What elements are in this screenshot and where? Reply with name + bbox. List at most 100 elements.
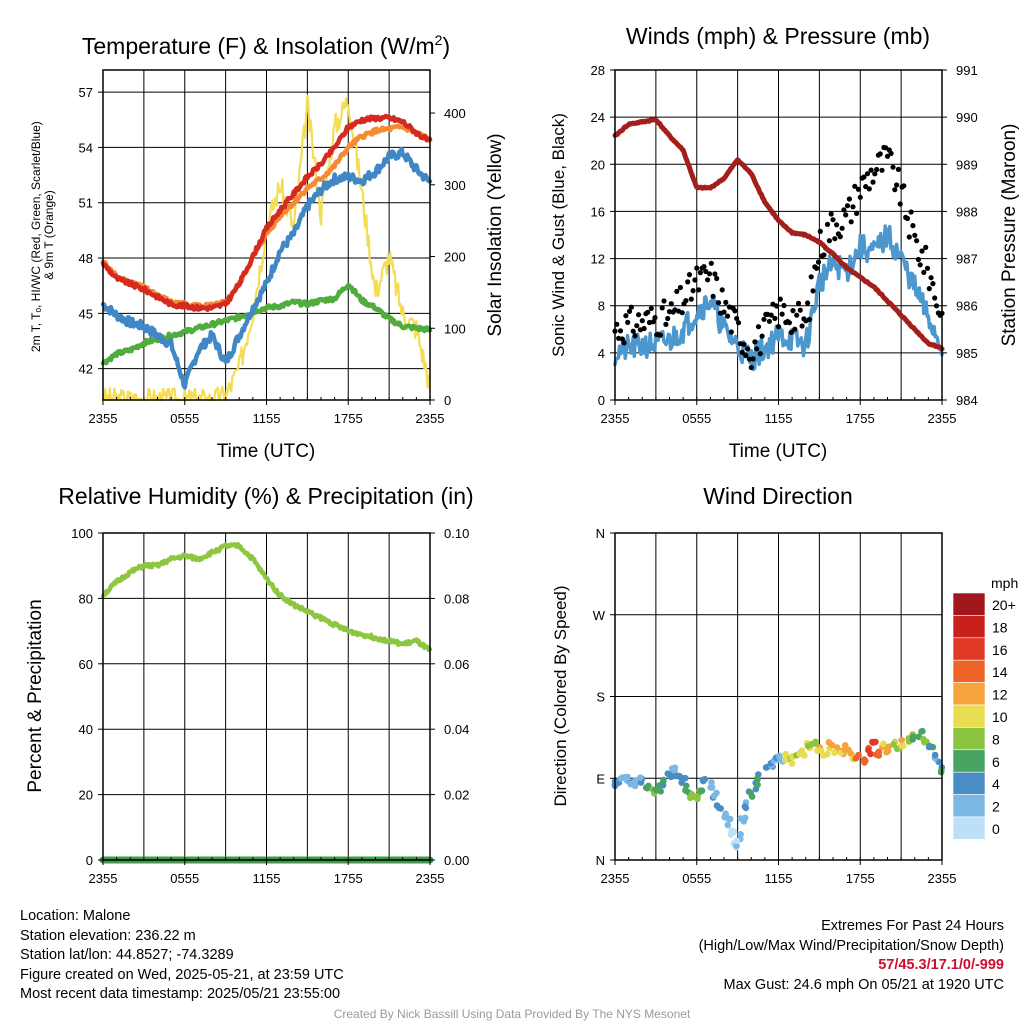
series-point-gust: [745, 346, 751, 352]
direction-panel: Wind Direction 2355 0555 1155 1755 2355 N E S W N…: [551, 483, 956, 886]
x-tick-label: 2355: [928, 411, 957, 426]
y-tick-label-right: 0.00: [444, 853, 469, 868]
y-tick-label-left: 0: [86, 853, 93, 868]
series-point-gust: [652, 315, 658, 321]
series-point-gust: [677, 284, 684, 291]
series-point-gust: [761, 316, 767, 322]
series-point-gust: [794, 312, 800, 318]
series-point-gust: [679, 310, 685, 316]
series-point-gust: [623, 313, 629, 319]
series-line-rh: [100, 541, 433, 653]
series-point-gust: [917, 262, 923, 268]
direction-point: [847, 750, 854, 757]
extremes-values: 57/45.3/17.1/0/-999: [878, 957, 1004, 974]
series-point-gust: [821, 252, 827, 258]
direction-point: [937, 768, 945, 776]
series-point-gust: [619, 336, 625, 342]
direction-point: [782, 750, 789, 758]
x-tick-label: 2355: [601, 411, 630, 426]
temperature-title: Temperature (F) & Insolation (W/m2): [82, 32, 450, 59]
series-point-gust: [641, 325, 647, 332]
legend-label: 6: [992, 754, 1000, 770]
direction-point: [900, 742, 907, 749]
series-point-gust: [841, 207, 847, 213]
series-point-gust: [626, 308, 633, 314]
series-point-gust: [872, 171, 878, 177]
series-point-gust: [781, 302, 787, 309]
series-line-hiwc: [100, 146, 433, 390]
figure-created: Figure created on Wed, 2025-05-21, at 23…: [20, 966, 344, 983]
direction-point: [621, 774, 628, 781]
direction-point: [747, 789, 754, 797]
series-point-gust: [884, 153, 891, 159]
series-line-t2m: [100, 113, 433, 313]
direction-point: [880, 740, 887, 748]
y-tick-label-right: 0.06: [444, 657, 469, 672]
extremes-subtitle: (High/Low/Max Wind/Precipitation/Snow De…: [698, 937, 1004, 954]
direction-point: [885, 743, 892, 751]
x-tick-label: 2355: [928, 871, 957, 886]
y-tick-label-left: 16: [591, 204, 605, 219]
y-tick-label-left: 24: [591, 110, 605, 125]
series-point-gust: [788, 329, 794, 335]
series-point-gust: [866, 186, 872, 192]
series-point-gust: [690, 288, 696, 294]
legend-swatch: [952, 816, 986, 840]
series-point-gust: [777, 296, 783, 302]
series-point-gust: [815, 259, 822, 265]
legend-swatch: [952, 727, 986, 751]
series-point-gust: [710, 293, 716, 299]
series-point-gust: [844, 203, 851, 209]
y-tick-label-left: 40: [79, 722, 93, 737]
series-point-gust: [665, 315, 671, 322]
legend-label: 20+: [992, 597, 1016, 613]
series-point-gust: [814, 265, 820, 271]
series-point-gust: [748, 364, 754, 371]
series-point-gust: [792, 326, 798, 332]
series-point-gust: [625, 319, 631, 325]
y-tick-label-left: N: [596, 853, 605, 868]
direction-point: [642, 784, 650, 791]
wind-series: [612, 117, 945, 372]
y-tick-label-left: 28: [591, 63, 605, 78]
direction-point: [733, 837, 740, 844]
y-tick-label-left: 57: [79, 85, 93, 100]
humidity-panel: Relative Humidity (%) & Precipitation (i…: [25, 483, 474, 886]
series-point-gust: [817, 228, 823, 234]
legend-label: 8: [992, 731, 1000, 747]
y-tick-label-left: E: [596, 771, 605, 786]
legend-title: mph: [991, 575, 1018, 591]
series-point-gust: [921, 269, 927, 275]
y-tick-label-right: 0: [444, 393, 451, 408]
series-point-gust: [912, 232, 918, 238]
y-tick-label-left: 54: [79, 140, 93, 155]
y-tick-label-right: 984: [956, 393, 978, 408]
series-point-gust: [834, 222, 840, 228]
direction-point: [861, 759, 868, 766]
series-point-gust: [864, 171, 871, 177]
series-point-gust: [855, 186, 862, 192]
x-tick-label: 1155: [253, 411, 281, 426]
series-point-gust: [697, 270, 704, 276]
direction-point: [682, 787, 689, 794]
x-tick-label: 2355: [416, 871, 445, 886]
direction-point: [677, 774, 685, 781]
series-point-gust: [857, 194, 863, 200]
series-point-gust: [772, 315, 778, 321]
direction-point: [918, 728, 925, 735]
legend-label: 2: [992, 799, 1000, 815]
x-tick-label: 1155: [765, 871, 793, 886]
y-tick-label-left: 42: [79, 362, 93, 377]
direction-point: [763, 764, 770, 771]
legend-swatch: [952, 794, 986, 818]
series-point-gust: [645, 309, 651, 315]
direction-point: [825, 739, 833, 746]
series-point-gust: [715, 300, 722, 306]
direction-point: [694, 795, 701, 803]
direction-point: [699, 776, 707, 784]
recent-timestamp: Most recent data timestamp: 2025/05/21 2…: [20, 986, 341, 1003]
series-point-gust: [734, 315, 740, 322]
direction-point: [637, 779, 645, 786]
speed-color-legend: mph 20+ 18 16 14 12 10 8 6 4 2 0: [952, 575, 1018, 840]
series-point-gust: [933, 303, 940, 309]
